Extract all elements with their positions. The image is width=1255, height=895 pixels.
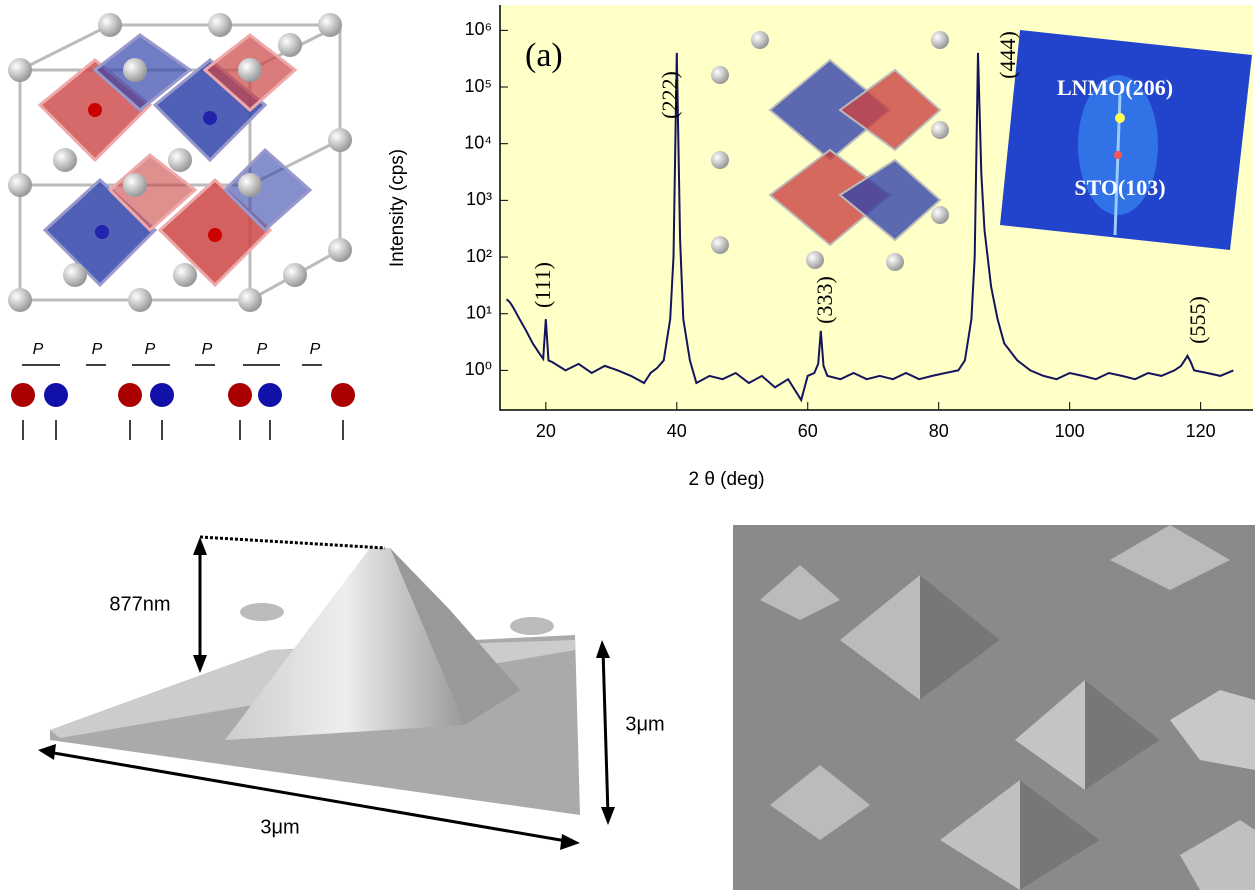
panel-label: (a) bbox=[525, 37, 563, 74]
y-tick-label: 10⁵ bbox=[465, 76, 492, 96]
afm-width: 3μm bbox=[260, 816, 299, 838]
y-tick-label: 10¹ bbox=[466, 302, 492, 322]
x-tick-label: 60 bbox=[798, 421, 818, 441]
y-tick-label: 10⁴ bbox=[464, 132, 492, 152]
inset-label: STO(103) bbox=[1074, 175, 1165, 200]
y-tick-label: 10³ bbox=[466, 189, 492, 209]
p-label: P bbox=[145, 341, 156, 358]
y-tick-label: 10² bbox=[466, 246, 492, 266]
axis bbox=[499, 5, 1253, 411]
p-label: P bbox=[92, 341, 103, 358]
y-tick-label: 10⁶ bbox=[465, 19, 492, 39]
polarization-schematic bbox=[11, 364, 355, 440]
afm-height: 877nm bbox=[109, 593, 170, 615]
x-axis-label: 2 θ (deg) bbox=[688, 469, 764, 490]
sem-image bbox=[733, 525, 1255, 890]
x-tick-label: 100 bbox=[1055, 421, 1085, 441]
p-label: P bbox=[202, 341, 213, 358]
p-label: P bbox=[310, 341, 321, 358]
data-line bbox=[505, 52, 1234, 403]
xrd-chart: 10⁰ 10¹ 10² 10³ 10⁴ 10⁵ 10⁶ 20 40 60 80 100 120 2 θ (… bbox=[387, 5, 1253, 490]
peak-label: (111) bbox=[530, 262, 555, 308]
inset-label: LNMO(206) bbox=[1057, 75, 1173, 100]
y-axis-label: Intensity (cps) bbox=[387, 149, 408, 267]
peak-label: (333) bbox=[812, 276, 837, 324]
crystal-structure bbox=[8, 13, 352, 312]
x-tick-label: 80 bbox=[929, 421, 949, 441]
x-tick-label: 120 bbox=[1186, 421, 1216, 441]
afm-image bbox=[38, 535, 615, 850]
p-label: P bbox=[33, 341, 44, 358]
rheed-inset bbox=[1000, 30, 1252, 250]
crystal-inset bbox=[711, 31, 949, 271]
x-tick-label: 20 bbox=[536, 421, 556, 441]
peak-label: (444) bbox=[995, 31, 1020, 79]
x-tick-label: 40 bbox=[667, 421, 687, 441]
y-tick-label: 10⁰ bbox=[465, 359, 492, 379]
peak-label: (555) bbox=[1185, 296, 1210, 344]
afm-depth: 3μm bbox=[625, 713, 664, 735]
peak-label: (222) bbox=[657, 71, 682, 119]
p-label: P bbox=[257, 341, 268, 358]
